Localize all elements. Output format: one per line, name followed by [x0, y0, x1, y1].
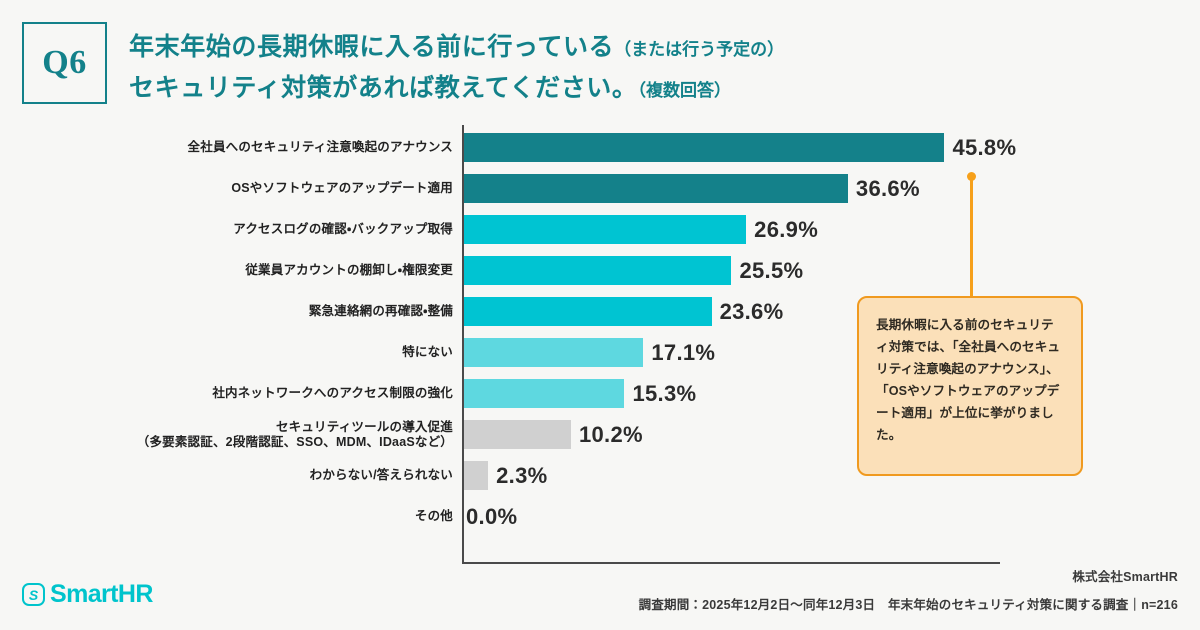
title-line-2-main: セキュリティ対策があれば教えてください。: [129, 74, 638, 102]
callout-connector-line: [969, 176, 973, 298]
chart-row: わからない/答えられない 2.3%: [0, 455, 1200, 496]
chart-category-label: その他: [415, 496, 453, 537]
chart-category-label: アクセスログの確認・バックアップ取得: [233, 209, 453, 250]
chart-category-label-line: 社内ネットワークへのアクセス制限の強化: [212, 386, 453, 400]
title-line-2-sub: （複数回答）: [637, 81, 732, 100]
chart-x-axis-line: [462, 562, 1000, 564]
chart-bar: [464, 420, 571, 449]
title-line-1-sub: （または行う予定の）: [614, 40, 785, 59]
chart-row: OSやソフトウェアのアップデート適用 36.6%: [0, 168, 1200, 209]
chart-bar-group: 45.8%: [464, 127, 1016, 168]
chart-category-label-line: アクセスログの確認・バックアップ取得: [233, 222, 453, 236]
callout-text: 長期休暇に入る前のセキュリティ対策では、「全社員へのセキュリティ注意喚起のアナウ…: [876, 318, 1061, 442]
chart-value-label: 17.1%: [651, 339, 716, 365]
chart-value-label: 36.6%: [855, 175, 920, 201]
chart-bar-group: 25.5%: [464, 250, 803, 291]
chart-value-label: 45.8%: [952, 134, 1017, 160]
chart-bar-group: 23.6%: [464, 291, 783, 332]
chart-bar-group: 17.1%: [464, 332, 715, 373]
title-line-1: 年末年始の長期休暇に入る前に行っている（または行う予定の）: [129, 28, 784, 69]
chart-bar: [464, 338, 644, 367]
chart-value-label: 25.5%: [739, 257, 804, 283]
chart-bar: [464, 297, 712, 326]
chart-bar-group: 10.2%: [464, 414, 643, 455]
chart-row: セキュリティツールの導入促進 （多要素認証、2段階認証、SSO、MDM、IDaaS…: [0, 414, 1200, 455]
chart-category-label-line: わからない/答えられない: [309, 468, 453, 482]
question-number-label: Q6: [42, 44, 87, 81]
chart-bar-group: 0.0%: [464, 496, 517, 537]
footer-company-name: 株式会社SmartHR: [1072, 570, 1178, 584]
footer-survey-meta: 調査期間：2025年12月2日〜同年12月3日 年末年始のセキュリティ対策に関す…: [638, 598, 1178, 612]
chart-category-label-line: セキュリティツールの導入促進: [275, 419, 453, 434]
chart-category-label: 特にない: [402, 332, 453, 373]
question-number-badge: Q6: [22, 22, 107, 104]
chart-bar: [464, 133, 945, 162]
page-title: 年末年始の長期休暇に入る前に行っている（または行う予定の） セキュリティ対策があ…: [129, 22, 784, 110]
chart-category-label-line: 特にない: [402, 345, 453, 359]
header: Q6 年末年始の長期休暇に入る前に行っている（または行う予定の） セキュリティ対…: [22, 22, 784, 110]
chart-category-label-line: 全社員へのセキュリティ注意喚起のアナウンス: [187, 140, 453, 154]
chart-bar: [464, 379, 625, 408]
chart-y-axis-line: [462, 125, 464, 563]
footer-credits: 株式会社SmartHR 調査期間：2025年12月2日〜同年12月3日 年末年始…: [639, 566, 1178, 613]
chart-value-label: 2.3%: [496, 462, 548, 488]
chart-category-label: わからない/答えられない: [310, 455, 453, 496]
chart-category-label-line: （多要素認証、2段階認証、SSO、MDM、IDaaSなど）: [136, 434, 453, 449]
chart-value-label: 23.6%: [719, 298, 784, 324]
chart-row: 緊急連絡網の再確認・整備 23.6%: [0, 291, 1200, 332]
title-line-1-main: 年末年始の長期休暇に入る前に行っている: [129, 33, 615, 61]
chart-row: 社内ネットワークへのアクセス制限の強化 15.3%: [0, 373, 1200, 414]
chart-category-label-line: 従業員アカウントの棚卸し・権限変更: [245, 263, 453, 277]
bar-chart: 全社員へのセキュリティ注意喚起のアナウンス 45.8% OSやソフトウェアのアップデ…: [0, 118, 1200, 564]
chart-value-label: 15.3%: [632, 380, 697, 406]
chart-bar-group: 36.6%: [464, 168, 920, 209]
chart-row: その他 0.0%: [0, 496, 1200, 537]
chart-bar: [464, 215, 747, 244]
chart-category-label-line: 緊急連絡網の再確認・整備: [308, 304, 453, 318]
chart-row: 全社員へのセキュリティ注意喚起のアナウンス 45.8%: [0, 127, 1200, 168]
chart-bar-group: 2.3%: [464, 455, 547, 496]
chart-bar-group: 15.3%: [464, 373, 696, 414]
chart-row: 従業員アカウントの棚卸し・権限変更 25.5%: [0, 250, 1200, 291]
chart-value-label: 10.2%: [578, 421, 643, 447]
chart-row: アクセスログの確認・バックアップ取得 26.9%: [0, 209, 1200, 250]
chart-row: 特にない 17.1%: [0, 332, 1200, 373]
smarthr-logo[interactable]: S SmartHR: [22, 580, 153, 609]
chart-category-label: 緊急連絡網の再確認・整備: [309, 291, 453, 332]
chart-value-label: 26.9%: [754, 216, 819, 242]
chart-category-label: セキュリティツールの導入促進 （多要素認証、2段階認証、SSO、MDM、IDaaS…: [137, 414, 453, 455]
chart-bar: [464, 174, 848, 203]
chart-bar: [464, 461, 489, 490]
smarthr-logo-icon: S: [22, 583, 45, 606]
chart-category-label: 従業員アカウントの棚卸し・権限変更: [245, 250, 453, 291]
smarthr-logo-text: SmartHR: [50, 580, 153, 608]
title-line-2: セキュリティ対策があれば教えてください。（複数回答）: [129, 69, 784, 110]
chart-category-label: 全社員へのセキュリティ注意喚起のアナウンス: [188, 127, 453, 168]
chart-bar-group: 26.9%: [464, 209, 818, 250]
callout-box: 長期休暇に入る前のセキュリティ対策では、「全社員へのセキュリティ注意喚起のアナウ…: [857, 296, 1083, 476]
chart-category-label-line: その他: [414, 509, 453, 523]
chart-category-label: OSやソフトウェアのアップデート適用: [231, 168, 453, 209]
chart-category-label: 社内ネットワークへのアクセス制限の強化: [212, 373, 453, 414]
chart-bar: [464, 256, 732, 285]
chart-category-label-line: OSやソフトウェアのアップデート適用: [231, 181, 453, 195]
chart-value-label: 0.0%: [466, 503, 518, 529]
smarthr-logo-mark-letter: S: [28, 586, 39, 603]
